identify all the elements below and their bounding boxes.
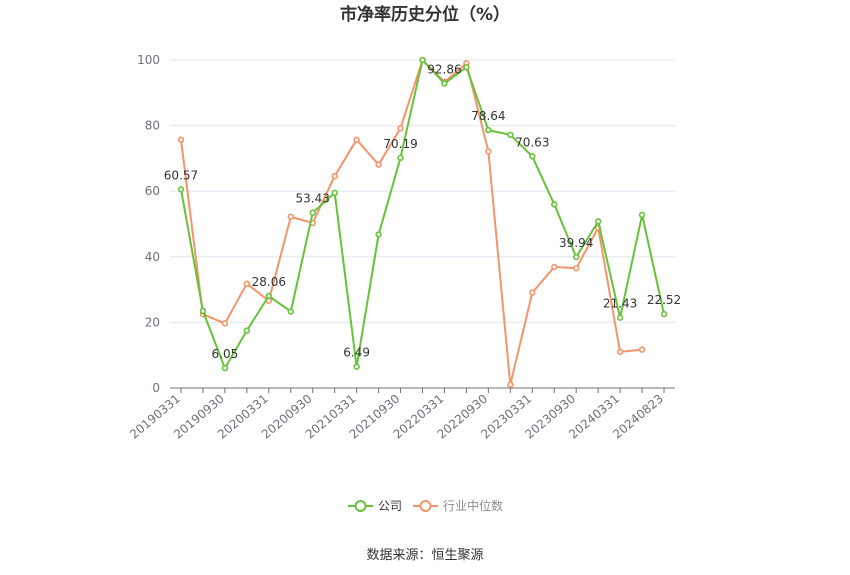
data-point: [397, 125, 404, 132]
data-point: [463, 64, 470, 71]
y-tick-label: 20: [145, 315, 160, 329]
data-point: [353, 136, 360, 143]
data-point: [265, 292, 273, 300]
data-point: [638, 211, 646, 219]
legend-item-0[interactable]: 公司: [348, 499, 402, 513]
data-label: 70.19: [383, 137, 417, 151]
legend-item-1[interactable]: 行业中位数: [413, 498, 503, 513]
y-tick-label: 0: [152, 381, 160, 395]
data-label: 39.94: [559, 236, 593, 250]
data-label: 53.43: [296, 192, 330, 206]
series-line-1: [180, 59, 643, 386]
data-label: 78.64: [471, 109, 505, 123]
data-point: [441, 80, 448, 87]
legend-label: 公司: [378, 499, 402, 513]
data-point: [551, 263, 558, 271]
data-point: [572, 253, 580, 261]
data-label: 22.52: [647, 293, 681, 307]
data-point: [309, 209, 316, 216]
data-label: 6.05: [212, 347, 239, 361]
data-labels: 60.57 6.05 28.06 53.43 6.49 70.19 92.86 78.64 70…: [164, 62, 681, 361]
data-point: [331, 172, 338, 180]
data-point: [638, 346, 646, 353]
data-point: [529, 289, 536, 296]
data-point: [243, 280, 251, 287]
data-point: [529, 153, 536, 160]
data-point: [594, 218, 602, 225]
data-point: [177, 186, 185, 193]
data-label: 6.49: [343, 346, 370, 360]
data-label: 21.43: [603, 297, 637, 311]
data-point: [353, 363, 360, 370]
data-point: [507, 131, 514, 138]
data-point: [485, 126, 492, 134]
data-point: [287, 213, 294, 220]
data-point: [660, 310, 668, 318]
series-layer: [177, 56, 668, 388]
y-tick-label: 40: [145, 250, 160, 264]
data-point: [397, 154, 404, 161]
data-point: [375, 231, 382, 238]
source-note: 数据来源：恒生聚源: [366, 548, 483, 563]
y-tick-label: 100: [137, 53, 160, 67]
data-point: [616, 348, 624, 356]
data-point: [199, 307, 207, 315]
data-point: [485, 148, 492, 155]
data-point: [221, 364, 229, 372]
data-point: [287, 308, 294, 315]
data-point: [572, 265, 580, 272]
data-label: 92.86: [427, 62, 461, 76]
data-label: 70.63: [515, 135, 549, 149]
data-point: [331, 189, 338, 197]
y-tick-label: 60: [145, 184, 160, 198]
data-point: [375, 161, 382, 168]
data-point: [243, 327, 251, 334]
y-tick-label: 80: [145, 119, 160, 133]
legend[interactable]: 公司 行业中位数: [348, 498, 503, 513]
data-point: [419, 56, 426, 64]
legend-marker: [354, 500, 367, 512]
data-point: [221, 320, 229, 327]
data-label: 28.06: [252, 275, 286, 289]
data-point: [507, 381, 514, 388]
legend-label: 行业中位数: [443, 498, 503, 513]
chart-title: 市净率历史分位（%）: [340, 4, 510, 25]
data-label: 60.57: [164, 168, 198, 182]
data-point: [177, 136, 185, 143]
data-point: [551, 201, 558, 208]
data-point: [616, 314, 624, 321]
legend-marker: [419, 500, 432, 512]
